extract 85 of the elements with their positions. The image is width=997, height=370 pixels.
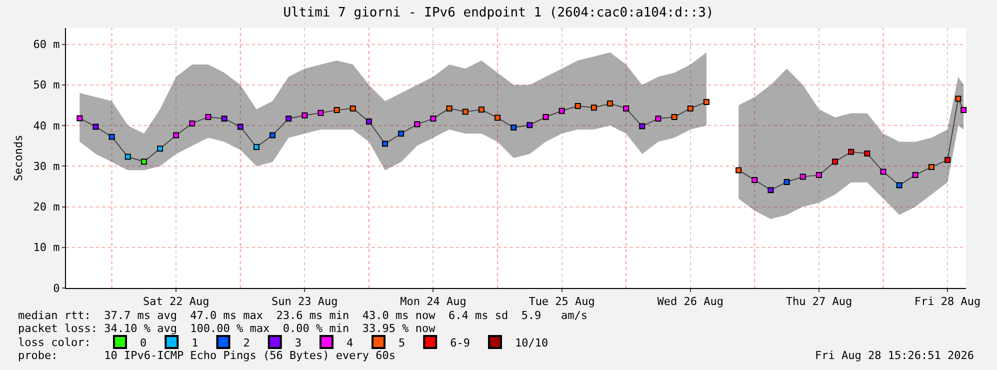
point [334, 107, 340, 114]
point [736, 167, 742, 174]
y-tick-label: 30 m [33, 160, 60, 173]
point [398, 130, 404, 137]
text: packet loss: 34.10 % avg 100.00 % max 0.00 % min 33.95 % now [18, 322, 436, 335]
chart-title: Ultimi 7 giorni - IPv6 endpoint 1 (2604:cac0:a104:d::3) [283, 6, 714, 21]
point [446, 105, 452, 112]
point [462, 108, 468, 115]
point [221, 116, 228, 122]
text: Fri Aug 28 15:26:51 2026 [815, 349, 974, 362]
point [671, 114, 678, 120]
point [526, 122, 533, 128]
x-tick-label: Mon 24 Aug [400, 295, 466, 308]
point [318, 110, 324, 116]
legend-label: 2 [243, 336, 250, 350]
point [848, 148, 854, 155]
point [639, 123, 646, 130]
point [912, 172, 918, 178]
x-tick-label: Sat 22 Aug [142, 295, 210, 308]
point [800, 174, 806, 180]
point [768, 187, 774, 194]
point [140, 158, 147, 165]
y-tick-label: 0 [53, 282, 60, 295]
y-tick-label: 10 m [33, 241, 60, 254]
point [623, 105, 630, 112]
point [286, 116, 292, 122]
point [270, 132, 276, 138]
point [253, 144, 260, 150]
point [478, 106, 484, 113]
point [430, 116, 436, 122]
legend-label: 5 [398, 336, 406, 350]
legend-label: 1 [192, 336, 198, 350]
x-tick-label: Wed 26 Aug [657, 295, 724, 308]
y-tick-label: 40 m [33, 119, 60, 132]
x-tick-label: Fri 28 Aug [914, 295, 981, 308]
point [414, 121, 420, 128]
legend-label: 3 [294, 336, 302, 350]
point [928, 164, 934, 170]
legend-label: 6-9 [450, 336, 470, 350]
point [944, 157, 951, 164]
point [494, 114, 501, 121]
point [687, 105, 694, 112]
y-tick-label: 20 m [33, 200, 60, 214]
text: median rtt: 37.7 ms avg 47.0 ms max 23.6 ms min 43.0 ms now 6.4 ms sd 5.9 am/s [18, 309, 588, 322]
point [542, 114, 549, 120]
point [237, 124, 244, 130]
point [157, 146, 164, 152]
point [832, 158, 838, 165]
point [816, 172, 822, 178]
point [205, 114, 212, 120]
legend-label: 4 [346, 336, 354, 350]
point [173, 132, 180, 138]
legend-label: 0 [140, 336, 147, 350]
point [703, 98, 710, 105]
point [366, 118, 372, 124]
point [960, 107, 967, 114]
point [607, 100, 614, 107]
text: probe: 10 IPv6-ICMP Echo Pings (56 Bytes) every 60s [18, 349, 396, 362]
point [655, 116, 662, 122]
point [864, 150, 870, 157]
point [124, 154, 131, 160]
point [350, 105, 356, 112]
x-tick-label: Sun 23 Aug [272, 295, 338, 308]
point [955, 96, 962, 102]
point [558, 108, 565, 114]
point [896, 182, 902, 188]
point [574, 103, 581, 109]
y-tick-label: 50 m [33, 78, 60, 92]
y-tick-label: 60 m [33, 38, 60, 52]
x-tick-label: Tue 25 Aug [528, 295, 595, 308]
x-tick-label: Thu 27 Aug [786, 295, 852, 308]
point [76, 115, 83, 122]
point [92, 124, 99, 130]
point [752, 176, 758, 183]
point [880, 168, 886, 175]
point [784, 178, 790, 185]
point [510, 124, 517, 131]
legend-label: 10/10 [515, 336, 548, 350]
y-axis-title: Seconds [12, 134, 25, 182]
legend-title: loss color: [18, 336, 91, 349]
point [189, 120, 196, 126]
point [382, 140, 388, 147]
point [590, 104, 597, 111]
point [302, 112, 308, 118]
point [108, 134, 115, 140]
